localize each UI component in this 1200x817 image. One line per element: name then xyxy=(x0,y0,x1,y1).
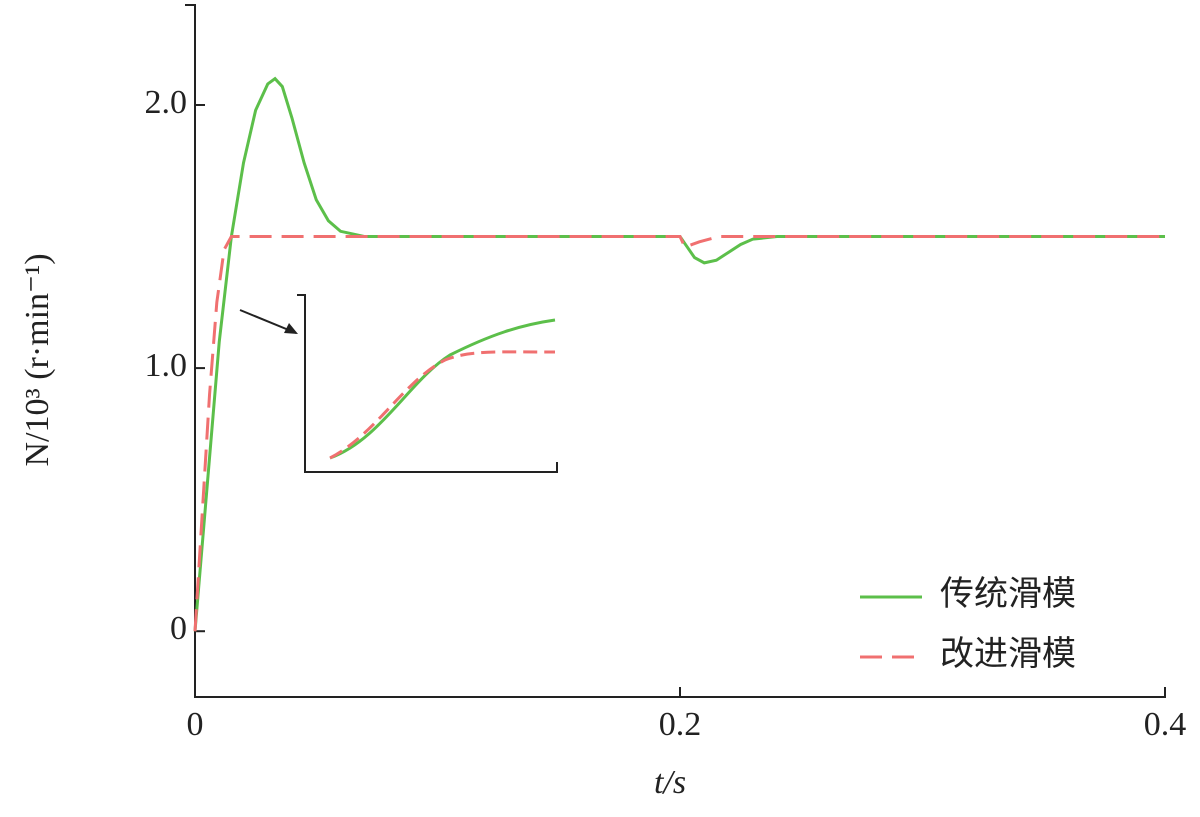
inset-frame xyxy=(297,294,558,473)
y-tick-label: 0 xyxy=(170,610,187,647)
inset-curve xyxy=(329,350,556,460)
x-axis-label: t/s xyxy=(654,764,686,801)
data-line xyxy=(193,235,1165,632)
inset-curve xyxy=(329,318,556,460)
x-tick-label: 0.2 xyxy=(659,706,702,743)
y-axis-label: N/10³ (r·min⁻¹) xyxy=(19,253,56,466)
y-tick-label: 1.0 xyxy=(145,347,188,384)
x-tick-label: 0.4 xyxy=(1144,706,1187,743)
arrow-head xyxy=(284,323,298,334)
x-tick-label: 0 xyxy=(187,706,204,743)
inset xyxy=(239,294,558,473)
legend-label: 改进滑模 xyxy=(940,635,1076,673)
y-tick-label: 2.0 xyxy=(145,84,188,121)
legend-label: 传统滑模 xyxy=(940,575,1076,613)
data-line xyxy=(193,76,1165,632)
